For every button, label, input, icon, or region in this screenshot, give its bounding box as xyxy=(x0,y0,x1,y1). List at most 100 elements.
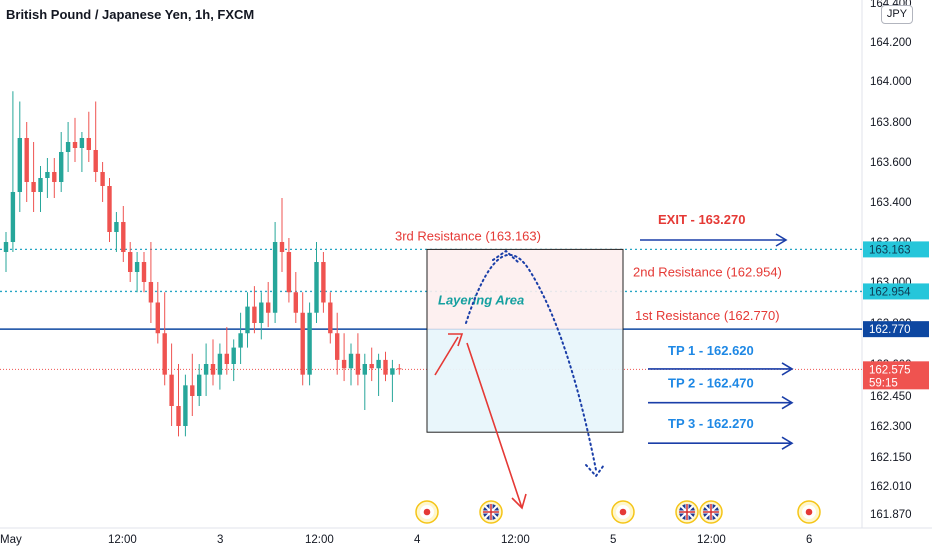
candle xyxy=(272,222,278,323)
candle xyxy=(128,242,133,282)
candle xyxy=(293,272,298,323)
candle xyxy=(231,339,236,382)
projection-head xyxy=(585,464,605,478)
target-label: TP 1 - 162.620 xyxy=(668,343,754,358)
candle-body xyxy=(93,150,98,172)
candle xyxy=(362,353,367,410)
candle-body xyxy=(141,262,147,282)
candle xyxy=(383,351,388,382)
japan-flag-event-icon[interactable] xyxy=(611,500,635,524)
y-tick-label: 162.450 xyxy=(870,391,912,403)
current-price-badge xyxy=(863,361,929,390)
candle-body xyxy=(369,364,374,369)
level-badge xyxy=(863,321,929,338)
uk-flag-event-icon[interactable] xyxy=(675,500,699,524)
gridlines xyxy=(0,0,932,529)
candle-body xyxy=(169,374,174,406)
x-tick-label: 12:00 xyxy=(108,534,137,546)
target-label: TP 2 - 162.470 xyxy=(668,376,754,391)
red-arrow-down-head xyxy=(511,493,527,510)
projection-peak xyxy=(492,249,519,263)
candle-body xyxy=(397,368,402,370)
layering-zone: Layering Area xyxy=(426,248,624,433)
japan-flag-event-icon[interactable] xyxy=(415,500,439,524)
candle xyxy=(72,117,78,162)
candle-body xyxy=(335,333,340,360)
candle xyxy=(321,252,326,313)
candle-body xyxy=(148,282,154,303)
candle xyxy=(79,132,85,172)
y-tick-label: 162.150 xyxy=(870,452,912,464)
chart-title: British Pound / Japanese Yen, 1h, FXCM xyxy=(6,7,255,22)
candle xyxy=(238,312,243,364)
japan-flag-event-icon[interactable] xyxy=(797,500,821,524)
target-arrowhead xyxy=(781,436,794,450)
red-arrow-up xyxy=(434,336,459,376)
y-tick-label: 164.000 xyxy=(870,76,912,88)
x-tick-label: 4 xyxy=(414,534,421,546)
candle-body xyxy=(17,138,22,192)
candle xyxy=(121,206,126,262)
candle-body xyxy=(286,252,292,293)
x-tick-label: May xyxy=(0,534,22,546)
y-tick-label: 163.400 xyxy=(870,197,912,209)
economic-events[interactable] xyxy=(415,500,821,524)
candle-body xyxy=(183,385,188,426)
candle-body xyxy=(217,353,223,375)
zone-label: Layering Area xyxy=(438,292,524,307)
candle xyxy=(24,122,29,202)
currency-button[interactable]: JPY xyxy=(881,5,913,24)
candle xyxy=(86,111,91,162)
candle xyxy=(203,343,209,396)
x-tick-label: 6 xyxy=(806,534,812,546)
candle xyxy=(155,282,160,344)
price-axis: 164.400164.200164.000163.800163.600163.4… xyxy=(863,0,929,521)
candle-body xyxy=(162,333,167,375)
candle-body xyxy=(24,138,29,182)
annotations: 3rd Resistance (163.163) 2nd Resistance (… xyxy=(395,212,794,510)
y-tick-label: 161.870 xyxy=(870,509,912,521)
candle xyxy=(341,333,347,382)
candle-body xyxy=(128,252,133,272)
candle-body xyxy=(328,302,333,334)
uk-flag-event-icon[interactable] xyxy=(699,500,723,524)
candle-body xyxy=(279,242,285,252)
y-tick-label: 162.300 xyxy=(870,421,912,433)
candle-body xyxy=(224,353,229,364)
candle-body xyxy=(190,385,195,396)
target-tp3: TP 3 - 162.270 xyxy=(648,416,794,450)
projection-path xyxy=(465,254,597,471)
candle xyxy=(183,374,188,437)
target-label: EXIT - 163.270 xyxy=(658,212,745,227)
candle xyxy=(224,327,229,375)
level-badge xyxy=(863,283,929,300)
candle-body xyxy=(238,333,243,348)
candle-body xyxy=(300,312,305,375)
candle xyxy=(328,292,333,344)
zone-border xyxy=(426,248,624,433)
candle-body xyxy=(59,152,64,182)
candle xyxy=(59,132,64,192)
candle-body xyxy=(362,364,367,375)
level-badge-label: 162.770 xyxy=(869,324,911,336)
target-tp2: TP 2 - 162.470 xyxy=(648,376,794,410)
candle-body xyxy=(86,138,91,150)
candle xyxy=(300,292,305,386)
candle xyxy=(10,91,16,252)
candle xyxy=(390,359,395,402)
candle xyxy=(252,286,257,334)
candle-body xyxy=(390,368,395,375)
candle xyxy=(266,282,271,328)
candle xyxy=(134,252,140,293)
candle-body xyxy=(245,306,250,334)
candle xyxy=(114,212,119,252)
candle-body xyxy=(266,302,271,313)
uk-flag-event-icon[interactable] xyxy=(479,500,503,524)
candle-body xyxy=(321,262,326,303)
zone-lower xyxy=(427,329,623,433)
candle xyxy=(307,302,312,386)
candle xyxy=(141,252,147,293)
candle-body xyxy=(383,359,388,375)
candle-body xyxy=(376,359,381,369)
